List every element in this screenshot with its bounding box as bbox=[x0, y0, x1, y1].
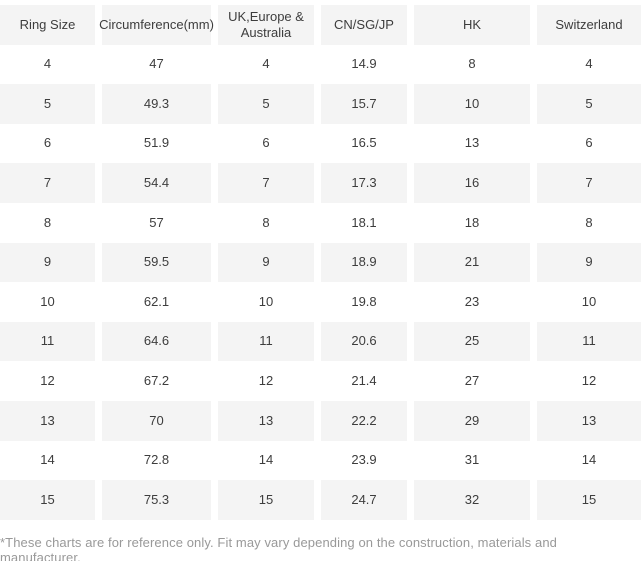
table-cell: 15 bbox=[218, 480, 314, 520]
table-cell: 10 bbox=[537, 282, 641, 322]
table-cell: 23 bbox=[414, 282, 530, 322]
table-cell: 17.3 bbox=[321, 163, 407, 203]
table-cell: 16.5 bbox=[321, 123, 407, 164]
table-cell: 18 bbox=[414, 202, 530, 243]
table-cell: 31 bbox=[414, 440, 530, 481]
table-cell: 10 bbox=[414, 84, 530, 124]
table-row: 9 59.5 9 18.9 21 9 bbox=[0, 242, 641, 283]
table-cell: 24.7 bbox=[321, 480, 407, 520]
table-cell: 8 bbox=[537, 202, 641, 243]
table-cell: 67.2 bbox=[102, 361, 211, 401]
header-cell: Ring Size bbox=[0, 5, 95, 45]
table-cell: 13 bbox=[218, 400, 314, 441]
table-cell: 11 bbox=[218, 321, 314, 362]
table-cell: 51.9 bbox=[102, 123, 211, 164]
table-cell: 29 bbox=[414, 400, 530, 441]
table-cell: 20.6 bbox=[321, 321, 407, 362]
table-cell: 14 bbox=[0, 440, 95, 481]
table-cell: 11 bbox=[0, 321, 95, 362]
table-row: 8 57 8 18.1 18 8 bbox=[0, 202, 641, 243]
table-cell: 13 bbox=[0, 400, 95, 441]
table-row: 10 62.1 10 19.8 23 10 bbox=[0, 282, 641, 322]
header-cell: Circumference(mm) bbox=[99, 5, 214, 45]
table-cell: 62.1 bbox=[102, 282, 211, 322]
table-cell: 25 bbox=[414, 321, 530, 362]
table-cell: 21 bbox=[414, 242, 530, 283]
table-row: 7 54.4 7 17.3 16 7 bbox=[0, 163, 641, 203]
table-cell: 59.5 bbox=[102, 242, 211, 283]
table-cell: 8 bbox=[218, 202, 314, 243]
table-cell: 9 bbox=[218, 242, 314, 283]
header-cell: HK bbox=[414, 5, 530, 45]
table-cell: 10 bbox=[218, 282, 314, 322]
table-cell: 64.6 bbox=[102, 321, 211, 362]
table-row: 11 64.6 11 20.6 25 11 bbox=[0, 321, 641, 362]
table-cell: 13 bbox=[414, 123, 530, 164]
header-cell: CN/SG/JP bbox=[321, 5, 407, 45]
table-cell: 57 bbox=[102, 202, 211, 243]
table-cell: 7 bbox=[537, 163, 641, 203]
table-cell: 10 bbox=[0, 282, 95, 322]
table-cell: 12 bbox=[218, 361, 314, 401]
table-cell: 15 bbox=[0, 480, 95, 520]
table-cell: 15.7 bbox=[321, 84, 407, 124]
table-cell: 12 bbox=[0, 361, 95, 401]
table-row: 14 72.8 14 23.9 31 14 bbox=[0, 440, 641, 481]
table-cell: 4 bbox=[537, 44, 641, 85]
table-cell: 6 bbox=[0, 123, 95, 164]
table-cell: 6 bbox=[218, 123, 314, 164]
table-cell: 7 bbox=[0, 163, 95, 203]
table-cell: 9 bbox=[0, 242, 95, 283]
table-cell: 18.1 bbox=[321, 202, 407, 243]
table-row: 5 49.3 5 15.7 10 5 bbox=[0, 84, 641, 124]
table-cell: 11 bbox=[537, 321, 641, 362]
table-row: 13 70 13 22.2 29 13 bbox=[0, 400, 641, 441]
table-cell: 72.8 bbox=[102, 440, 211, 481]
table-row: 15 75.3 15 24.7 32 15 bbox=[0, 480, 641, 520]
table-cell: 54.4 bbox=[102, 163, 211, 203]
table-cell: 13 bbox=[537, 400, 641, 441]
header-cell: UK,Europe & Australia bbox=[218, 5, 314, 45]
table-cell: 19.8 bbox=[321, 282, 407, 322]
table-cell: 8 bbox=[0, 202, 95, 243]
table-cell: 32 bbox=[414, 480, 530, 520]
table-cell: 18.9 bbox=[321, 242, 407, 283]
table-cell: 4 bbox=[0, 44, 95, 85]
table-cell: 70 bbox=[102, 400, 211, 441]
table-cell: 5 bbox=[218, 84, 314, 124]
ring-size-conversion-table: Ring Size Circumference(mm) UK,Europe & Au… bbox=[0, 5, 641, 520]
table-cell: 6 bbox=[537, 123, 641, 164]
table-cell: 4 bbox=[218, 44, 314, 85]
table-cell: 47 bbox=[102, 44, 211, 85]
table-cell: 16 bbox=[414, 163, 530, 203]
table-cell: 75.3 bbox=[102, 480, 211, 520]
table-cell: 27 bbox=[414, 361, 530, 401]
reference-footnote: *These charts are for reference only. Fi… bbox=[0, 534, 557, 561]
table-cell: 7 bbox=[218, 163, 314, 203]
table-row: 4 47 4 14.9 8 4 bbox=[0, 44, 641, 85]
table-cell: 21.4 bbox=[321, 361, 407, 401]
table-cell: 9 bbox=[537, 242, 641, 283]
table-cell: 49.3 bbox=[102, 84, 211, 124]
table-row: 12 67.2 12 21.4 27 12 bbox=[0, 361, 641, 401]
table-cell: 15 bbox=[537, 480, 641, 520]
table-header-row: Ring Size Circumference(mm) UK,Europe & Au… bbox=[0, 5, 641, 45]
table-cell: 14 bbox=[537, 440, 641, 481]
table-cell: 22.2 bbox=[321, 400, 407, 441]
table-row: 6 51.9 6 16.5 13 6 bbox=[0, 123, 641, 164]
header-cell: Switzerland bbox=[537, 5, 641, 45]
table-cell: 12 bbox=[537, 361, 641, 401]
table-cell: 14 bbox=[218, 440, 314, 481]
table-cell: 8 bbox=[414, 44, 530, 85]
table-cell: 23.9 bbox=[321, 440, 407, 481]
table-cell: 5 bbox=[0, 84, 95, 124]
table-cell: 5 bbox=[537, 84, 641, 124]
table-cell: 14.9 bbox=[321, 44, 407, 85]
